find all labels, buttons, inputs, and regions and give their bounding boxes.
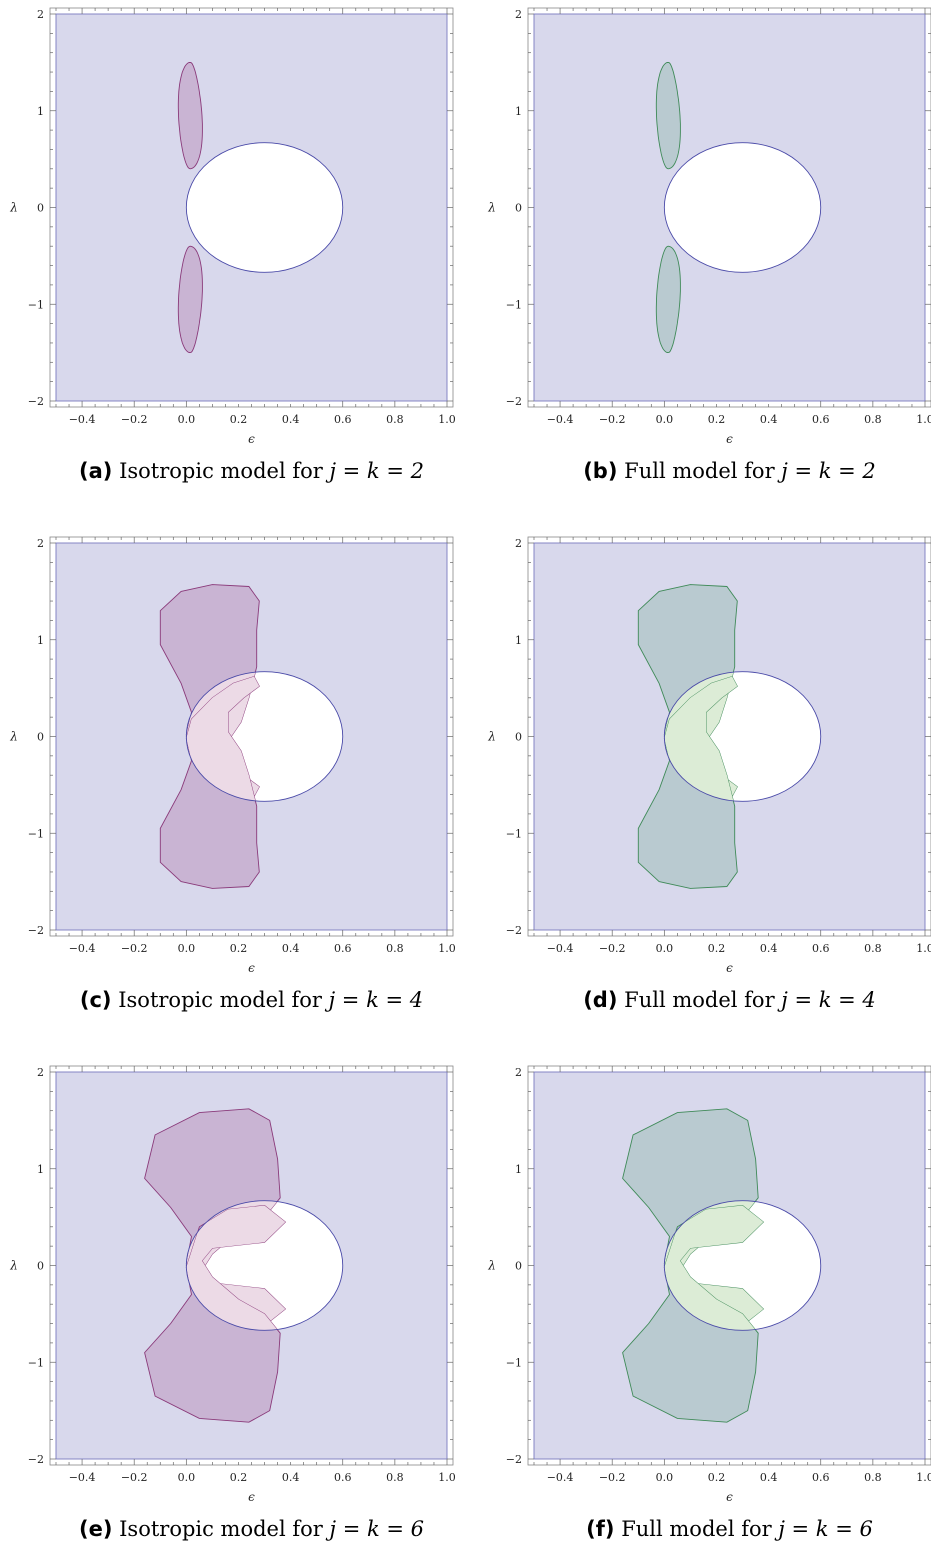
caption-math: j = k = 6 [778, 1517, 873, 1541]
caption-text: Full model for [621, 1517, 778, 1541]
y-tick-label: −1 [506, 1356, 522, 1369]
y-tick-label: 1 [515, 1163, 522, 1176]
x-tick-label: 0.4 [760, 1471, 778, 1484]
y-tick-label: 2 [515, 1066, 522, 1079]
x-tick-label: 0.8 [864, 1471, 882, 1484]
caption-label: (f) [586, 1517, 614, 1541]
x-tick-label: −0.4 [547, 1471, 574, 1484]
y-tick-label: −2 [506, 1453, 522, 1466]
x-tick-label: 0.2 [708, 1471, 726, 1484]
x-axis-label: ϵ [726, 1490, 733, 1504]
x-tick-label: −0.2 [599, 1471, 626, 1484]
x-tick-label: 0.0 [656, 1471, 674, 1484]
x-tick-label: 0.6 [812, 1471, 830, 1484]
x-tick-label: 1.0 [916, 1471, 931, 1484]
y-tick-label: 0 [515, 1260, 522, 1273]
y-axis-label: λ [487, 1259, 496, 1273]
caption-f: (f) Full model for j = k = 6 [586, 1517, 873, 1541]
